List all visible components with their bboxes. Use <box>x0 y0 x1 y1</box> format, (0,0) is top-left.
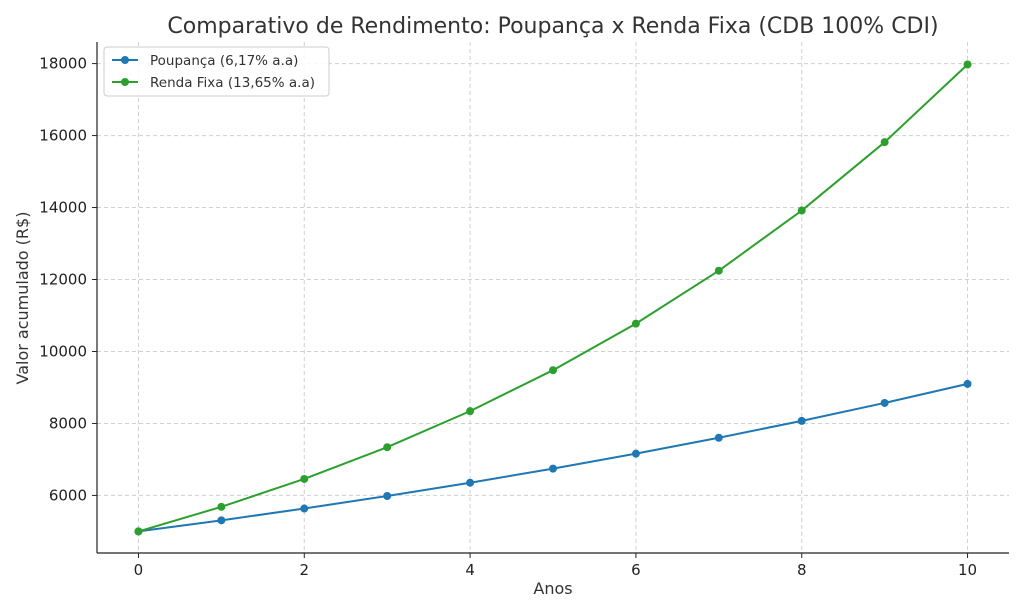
y-tick-label: 10000 <box>39 342 87 360</box>
x-tick-label: 0 <box>134 561 144 579</box>
axis-ticks: 0 2 4 6 8 10 6000 8000 10000 12000 14000 16000 18000 <box>39 55 977 579</box>
y-tick-label: 18000 <box>39 55 87 73</box>
data-point <box>549 366 557 375</box>
x-tick-label: 2 <box>299 561 309 579</box>
series-line <box>138 382 968 533</box>
y-tick-label: 6000 <box>49 486 87 504</box>
data-point <box>383 443 392 452</box>
y-tick-label: 8000 <box>49 414 87 432</box>
grid-lines <box>97 42 1009 553</box>
data-point <box>631 449 640 458</box>
data-point <box>714 266 723 275</box>
x-tick-label: 6 <box>631 561 641 579</box>
data-point <box>300 474 309 483</box>
data-point <box>880 398 889 407</box>
y-tick-label: 14000 <box>39 199 87 217</box>
data-point <box>217 502 226 511</box>
y-tick-label: 12000 <box>39 271 87 289</box>
y-tick-label: 16000 <box>39 127 87 145</box>
x-tick-label: 8 <box>797 561 807 579</box>
chart-title: Comparativo de Rendimento: Poupança x Re… <box>167 14 938 39</box>
data-point <box>880 138 889 147</box>
series-2 <box>134 60 972 536</box>
legend: Poupança (6,17% a.a) Renda Fixa (13,65% a… <box>103 46 330 97</box>
legend-box <box>103 46 330 97</box>
x-tick-label: 10 <box>958 561 977 579</box>
series-lines <box>134 60 972 536</box>
data-point <box>466 478 475 487</box>
y-axis-label: Valor acumulado (R$) <box>13 212 32 385</box>
data-point <box>797 206 806 215</box>
data-point <box>714 433 723 442</box>
x-axis-label: Anos <box>533 579 572 598</box>
data-point <box>963 379 972 388</box>
data-point <box>963 60 972 69</box>
legend-swatch-marker <box>121 78 129 86</box>
legend-swatch-marker <box>121 56 129 64</box>
axes-spines <box>96 42 1009 554</box>
data-point <box>217 516 226 525</box>
series-line <box>138 63 969 533</box>
data-point <box>466 407 475 416</box>
data-point <box>134 527 143 536</box>
legend-label: Poupança (6,17% a.a) <box>150 53 298 69</box>
data-point <box>797 416 806 425</box>
data-point <box>383 491 392 500</box>
data-point <box>631 319 640 328</box>
series-1 <box>134 379 972 536</box>
data-point <box>300 504 309 513</box>
data-point <box>549 464 557 473</box>
x-tick-label: 4 <box>465 561 475 579</box>
legend-label: Renda Fixa (13,65% a.a) <box>150 75 315 91</box>
